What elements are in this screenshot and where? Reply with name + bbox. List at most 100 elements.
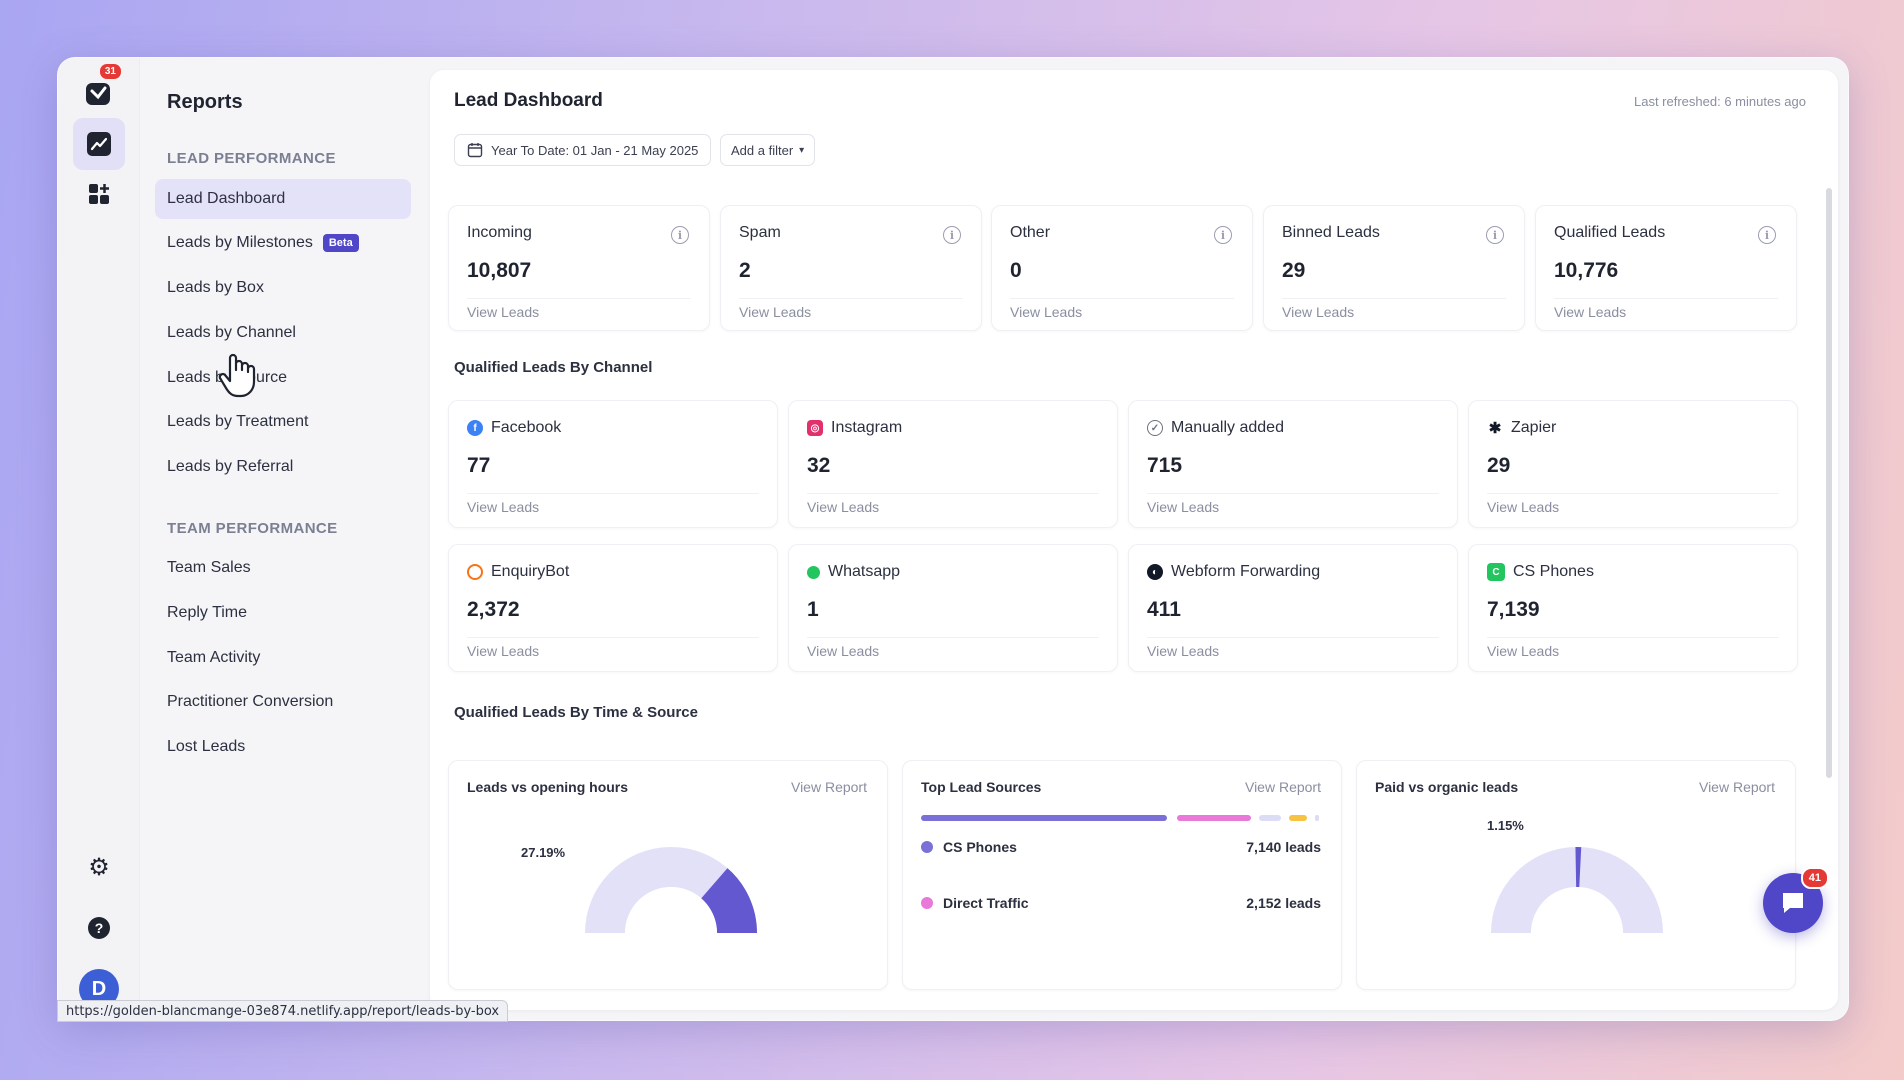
donut-segment-paid (1575, 847, 1582, 888)
paid-organic-donut (1491, 847, 1663, 941)
sidebar-item-leads-by-box[interactable]: Leads by Box (155, 268, 411, 308)
channel-label: Zapier (1511, 419, 1557, 436)
view-leads-link[interactable]: View Leads (1282, 304, 1355, 320)
settings-nav-button[interactable]: ⚙ (73, 841, 125, 893)
channel-card-whatsapp: Whatsapp 1 View Leads (788, 544, 1118, 672)
info-icon[interactable]: i (1486, 226, 1504, 244)
view-leads-link[interactable]: View Leads (467, 643, 540, 659)
divider (1554, 298, 1778, 299)
legend-label: CS Phones (943, 839, 1017, 855)
channel-value: 32 (807, 454, 831, 477)
divider (1010, 298, 1234, 299)
sidebar-item-label: Reply Time (167, 604, 248, 621)
gear-icon: ⚙ (88, 853, 110, 881)
divider (1147, 637, 1439, 638)
info-icon[interactable]: i (943, 226, 961, 244)
section-lead-performance: LEAD PERFORMANCE (167, 150, 336, 167)
info-icon[interactable]: i (1758, 226, 1776, 244)
sidebar-item-leads-by-channel[interactable]: Leads by Channel (155, 313, 411, 353)
divider (467, 493, 759, 494)
add-filter-label: Add a filter (731, 142, 794, 158)
calendar-icon (467, 143, 483, 158)
view-report-link[interactable]: View Report (1698, 779, 1775, 795)
sidebar-item-leads-by-referral[interactable]: Leads by Referral (155, 447, 411, 487)
sidebar-item-practitioner-conversion[interactable]: Practitioner Conversion (155, 682, 411, 722)
donut-track (1491, 847, 1663, 933)
app-logo[interactable]: 31 (73, 62, 125, 120)
donut-hole (1531, 887, 1623, 941)
help-nav-button[interactable]: ? (73, 902, 125, 954)
sidebar-item-label: Practitioner Conversion (167, 693, 334, 710)
stat-card-binned-leads: Binned Leads i 29 View Leads (1263, 205, 1525, 331)
legend-dot (921, 841, 933, 853)
sidebar-item-reply-time[interactable]: Reply Time (155, 593, 411, 633)
stat-label: Qualified Leads (1554, 224, 1666, 241)
view-leads-link[interactable]: View Leads (1487, 643, 1560, 659)
chart-line-icon (87, 132, 111, 156)
stat-card-incoming: Incoming i 10,807 View Leads (448, 205, 710, 331)
sidebar-item-label: Team Activity (167, 649, 261, 666)
app-logo-icon (86, 83, 110, 105)
view-leads-link[interactable]: View Leads (467, 499, 540, 515)
channel-card-manually-added: ✓ Manually added 715 View Leads (1128, 400, 1458, 528)
sidebar-item-team-sales[interactable]: Team Sales (155, 548, 411, 588)
divider (1282, 298, 1506, 299)
view-leads-link[interactable]: View Leads (1147, 499, 1220, 515)
lead-sources-bar (921, 815, 1319, 821)
sidebar-item-lead-dashboard[interactable]: Lead Dashboard (155, 179, 411, 219)
view-report-link[interactable]: View Report (790, 779, 867, 795)
sidebar-item-leads-by-treatment[interactable]: Leads by Treatment (155, 402, 411, 442)
check-circle-icon: ✓ (1147, 420, 1163, 436)
view-leads-link[interactable]: View Leads (739, 304, 812, 320)
add-filter-button[interactable]: Add a filter ▾ (720, 134, 816, 166)
apps-grid-icon (89, 184, 109, 204)
beta-badge: Beta (322, 234, 359, 252)
view-leads-link[interactable]: View Leads (807, 499, 880, 515)
legend-row-direct-traffic: Direct Traffic 2,152 leads (921, 895, 1321, 911)
view-report-link[interactable]: View Report (1244, 779, 1321, 795)
donut-percent-label: 1.15% (1483, 816, 1528, 835)
stat-label: Incoming (467, 224, 532, 241)
scrollbar[interactable] (1826, 188, 1832, 778)
reports-nav-button[interactable] (73, 118, 125, 170)
channel-section-title: Qualified Leads By Channel (454, 359, 653, 376)
info-icon[interactable]: i (671, 226, 689, 244)
view-leads-link[interactable]: View Leads (807, 643, 880, 659)
date-range-picker[interactable]: Year To Date: 01 Jan - 21 May 2025 (454, 134, 712, 166)
sidebar-item-lost-leads[interactable]: Lost Leads (155, 727, 411, 767)
apps-nav-button[interactable] (73, 168, 125, 220)
instagram-icon: ◎ (807, 420, 823, 436)
stat-value: 2 (739, 259, 751, 282)
channel-value: 7,139 (1487, 598, 1540, 621)
info-icon[interactable]: i (1214, 226, 1232, 244)
page-title: Lead Dashboard (454, 90, 603, 111)
divider (739, 298, 963, 299)
stat-label: Other (1010, 224, 1051, 241)
divider (807, 493, 1099, 494)
sidebar-item-leads-by-milestones[interactable]: Leads by Milestones Beta (155, 223, 411, 263)
legend-row-cs-phones: CS Phones 7,140 leads (921, 839, 1321, 855)
view-leads-link[interactable]: View Leads (1147, 643, 1220, 659)
channel-label-row: Whatsapp (807, 563, 900, 581)
chevron-down-icon: ▾ (799, 144, 805, 156)
channel-label-row: ✱ Zapier (1487, 419, 1556, 437)
section-team-performance: TEAM PERFORMANCE (167, 520, 338, 537)
sidebar-item-label: Lost Leads (167, 738, 246, 755)
view-leads-link[interactable]: View Leads (467, 304, 540, 320)
sidebar-item-leads-by-source[interactable]: Leads by Source (155, 358, 411, 398)
channel-label: Whatsapp (828, 563, 901, 580)
view-leads-link[interactable]: View Leads (1554, 304, 1627, 320)
view-leads-link[interactable]: View Leads (1010, 304, 1083, 320)
sidebar-item-team-activity[interactable]: Team Activity (155, 638, 411, 678)
help-icon: ? (88, 917, 110, 939)
chart-card-top-lead-sources: Top Lead Sources View Report CS Phones 7… (902, 760, 1342, 990)
opening-hours-donut (585, 847, 757, 941)
chat-button[interactable]: 41 (1763, 867, 1829, 933)
view-leads-link[interactable]: View Leads (1487, 499, 1560, 515)
bar-segment-other-3 (1315, 815, 1319, 821)
stat-value: 0 (1010, 259, 1022, 282)
whatsapp-icon (807, 565, 820, 579)
channel-value: 29 (1487, 454, 1511, 477)
time-source-section-title: Qualified Leads By Time & Source (454, 704, 698, 721)
chat-badge: 41 (1800, 867, 1829, 889)
